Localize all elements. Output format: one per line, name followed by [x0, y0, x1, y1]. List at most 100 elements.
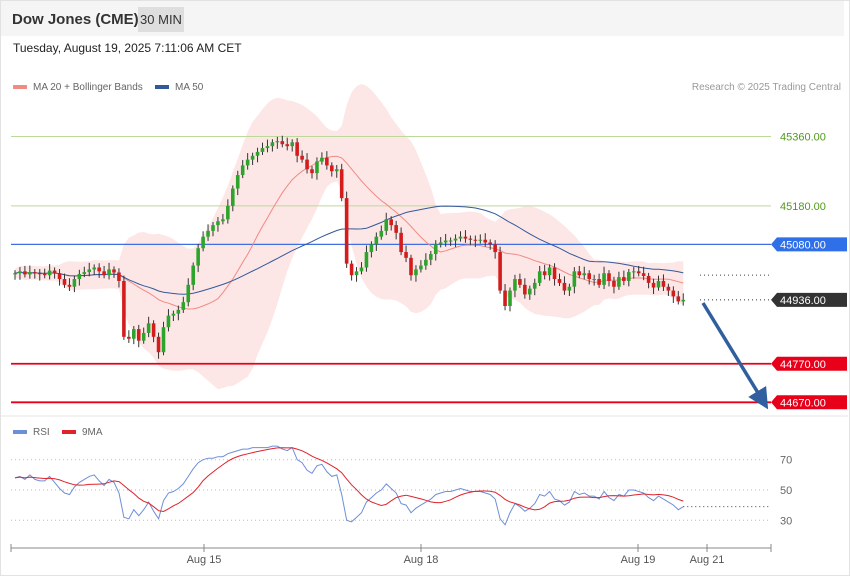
rsi-ma-line — [14, 447, 684, 513]
candle-body — [122, 280, 126, 337]
candle-body — [72, 279, 77, 287]
candle-body — [82, 272, 87, 275]
candle — [359, 262, 364, 275]
candle-body — [235, 175, 240, 189]
candle-body — [300, 155, 304, 160]
candle-body — [562, 282, 567, 291]
support-tag — [771, 395, 847, 410]
candle-body — [186, 284, 191, 303]
candle-body — [47, 270, 52, 276]
candle-body — [443, 240, 448, 243]
candle — [161, 321, 166, 356]
candle — [552, 263, 557, 286]
candle-body — [602, 273, 606, 285]
candle — [354, 267, 359, 282]
chart-timestamp: Tuesday, August 19, 2025 7:11:06 AM CET — [13, 41, 242, 55]
candle — [592, 274, 596, 286]
candle — [67, 278, 72, 291]
candle — [211, 222, 215, 237]
candle — [330, 162, 334, 177]
candle — [216, 217, 220, 232]
candle-body — [13, 273, 17, 275]
ma20-legend-label: MA 20 + Bollinger Bands — [33, 82, 143, 93]
candle-body — [221, 219, 225, 222]
candle — [320, 152, 324, 165]
candle-body — [206, 230, 210, 237]
candle-body — [330, 165, 334, 172]
candle — [285, 137, 290, 151]
candle-body — [369, 244, 374, 253]
candle — [399, 227, 403, 256]
candle — [62, 273, 67, 288]
ma50-line — [14, 205, 684, 295]
candle-body — [201, 236, 205, 249]
candle — [47, 264, 52, 280]
timeframe-badge[interactable]: 30 MIN — [138, 7, 184, 32]
candle-body — [622, 277, 626, 281]
candle-body — [92, 267, 96, 270]
candle-body — [349, 263, 354, 276]
candle-body — [245, 159, 250, 166]
candle — [587, 270, 591, 285]
candle — [572, 267, 577, 294]
candle — [132, 326, 136, 345]
candle-body — [141, 332, 146, 341]
candle — [226, 199, 230, 224]
bollinger-bands — [15, 84, 684, 390]
candle — [542, 264, 547, 280]
candle — [468, 235, 473, 246]
candle-body — [315, 161, 319, 174]
candle-body — [646, 275, 651, 283]
candle-body — [102, 271, 106, 276]
candle-body — [354, 271, 359, 276]
candle-body — [166, 315, 171, 328]
candle — [384, 212, 389, 236]
ma50-legend-label: MA 50 — [175, 82, 204, 93]
candle-body — [429, 254, 433, 260]
candle — [156, 332, 161, 359]
pivot-label: 45080.00 — [780, 239, 826, 251]
candle-body — [295, 142, 299, 156]
candle — [537, 265, 542, 286]
candle — [176, 305, 181, 321]
candle-body — [463, 236, 468, 239]
rsi-ma-legend-label: 9MA — [82, 427, 103, 438]
candle-body — [132, 329, 136, 339]
candle — [443, 233, 448, 247]
candle — [82, 266, 87, 278]
candle-body — [320, 157, 324, 162]
candle — [483, 233, 488, 247]
candle-body — [681, 299, 686, 302]
rsi-legend-swatch — [13, 430, 27, 434]
candle-body — [424, 259, 428, 266]
candle-body — [37, 273, 42, 275]
candle-body — [473, 239, 478, 241]
candle — [389, 216, 393, 231]
candle-body — [513, 279, 517, 291]
candle-body — [240, 165, 245, 176]
candle — [518, 273, 522, 288]
candle-body — [508, 290, 512, 306]
candle — [52, 267, 57, 279]
candle — [622, 270, 626, 286]
candlesticks — [13, 135, 686, 359]
candle-body — [478, 239, 483, 241]
candle — [171, 310, 176, 322]
support-label: 44770.00 — [780, 359, 826, 371]
candle-body — [146, 323, 151, 333]
candle — [339, 163, 344, 202]
candle — [310, 166, 314, 179]
candle-body — [334, 169, 339, 172]
candle-body — [592, 279, 596, 281]
candle-body — [597, 279, 601, 285]
candle — [102, 265, 106, 279]
candle — [146, 316, 151, 338]
candle — [151, 320, 156, 343]
candle-body — [97, 267, 101, 272]
instrument-title: Dow Jones (CME) — [12, 11, 139, 28]
candle — [221, 213, 225, 225]
candle-body — [136, 329, 141, 341]
candle — [240, 160, 245, 179]
candle-body — [33, 272, 37, 274]
